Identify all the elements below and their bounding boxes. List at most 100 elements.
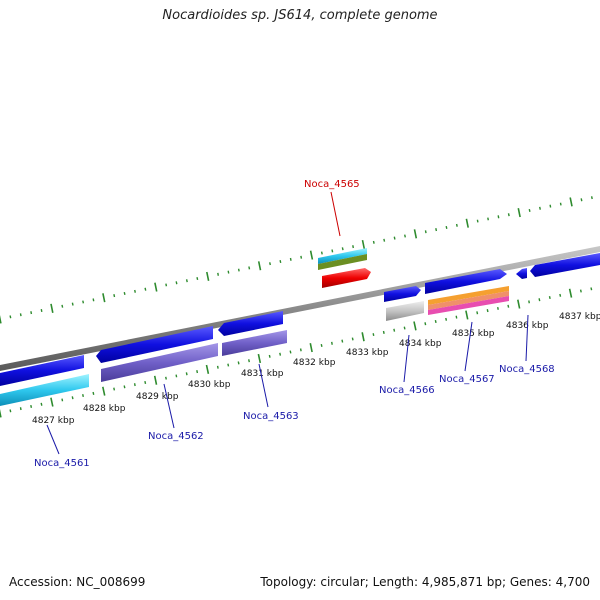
lower-minor-tick	[455, 315, 458, 319]
gene-label-noca-4563[interactable]: Noca_4563	[243, 411, 299, 422]
gene-label-noca-4567[interactable]: Noca_4567	[439, 374, 495, 385]
cds-4560[interactable]	[0, 355, 84, 386]
upper-minor-tick	[134, 289, 136, 293]
upper-minor-tick	[559, 202, 562, 206]
feature-noca-4565[interactable]	[318, 248, 371, 288]
cds-4568[interactable]	[516, 268, 527, 279]
gene-label-noca-4568[interactable]: Noca_4568	[499, 364, 555, 375]
upper-minor-tick	[227, 270, 230, 274]
upper-minor-tick	[580, 198, 583, 202]
upper-minor-tick	[40, 308, 43, 313]
lower-minor-tick	[372, 333, 375, 337]
lower-major-tick	[465, 310, 469, 320]
gene-label-noca-4561[interactable]: Noca_4561	[34, 458, 90, 469]
lower-minor-tick	[507, 304, 510, 308]
lower-minor-tick	[382, 330, 385, 334]
upper-major-tick	[569, 197, 573, 207]
band-peach	[428, 291, 509, 310]
feature-4567-stack[interactable]	[428, 286, 509, 315]
lower-minor-tick	[123, 385, 126, 389]
upper-minor-tick	[507, 213, 510, 217]
lower-minor-tick	[424, 322, 427, 326]
cds-4569[interactable]	[530, 253, 600, 277]
lower-minor-tick	[40, 402, 43, 406]
lower-major-tick	[102, 386, 106, 396]
gene-labels: Noca_4565 Noca_4561 Noca_4562 Noca_4563 …	[34, 179, 555, 469]
lower-minor-tick	[144, 380, 147, 385]
upper-minor-tick	[497, 215, 500, 219]
upper-major-tick	[0, 315, 2, 324]
leader-noca-4562	[163, 383, 175, 429]
leader-noca-4565	[330, 191, 341, 237]
lower-minor-tick	[30, 404, 33, 408]
cds-4566-reverse[interactable]	[386, 301, 424, 321]
scale-label-4829: 4829 kbp	[136, 392, 179, 402]
lower-minor-tick	[579, 289, 582, 293]
upper-minor-tick	[92, 298, 95, 302]
cds-4562[interactable]	[218, 311, 283, 336]
upper-minor-tick	[82, 300, 85, 304]
lower-minor-tick	[175, 374, 178, 378]
scale-label-4837: 4837 kbp	[559, 312, 600, 322]
scale-label-4832: 4832 kbp	[293, 358, 336, 368]
lower-major-tick	[361, 332, 365, 342]
lower-minor-tick	[268, 354, 271, 358]
lower-major-tick	[517, 299, 521, 309]
cds-4562-band[interactable]	[101, 343, 218, 382]
cds-4567[interactable]	[425, 269, 507, 294]
gene-label-noca-4565[interactable]: Noca_4565	[304, 179, 360, 190]
genome-summary-text: Topology: circular; Length: 4,985,871 bp…	[260, 575, 590, 589]
upper-minor-tick	[185, 279, 188, 283]
upper-major-tick	[154, 282, 158, 292]
lower-minor-tick	[403, 326, 406, 330]
upper-minor-tick	[487, 217, 489, 221]
lower-minor-tick	[248, 359, 250, 363]
lower-minor-tick	[341, 339, 344, 343]
leader-noca-4568	[525, 314, 529, 362]
upper-minor-tick	[372, 240, 375, 244]
scale-label-4833: 4833 kbp	[346, 348, 389, 358]
lower-minor-tick	[71, 396, 74, 400]
upper-major-tick	[465, 218, 469, 228]
upper-minor-tick	[237, 268, 240, 272]
upper-tick-row	[0, 196, 593, 324]
lower-minor-tick	[133, 383, 136, 387]
gene-label-noca-4562[interactable]: Noca_4562	[148, 431, 204, 442]
lower-minor-tick	[299, 348, 302, 352]
lower-minor-tick	[279, 352, 282, 356]
cds-4566[interactable]	[384, 286, 421, 302]
upper-minor-tick	[455, 223, 458, 227]
cds-4563-band[interactable]	[222, 330, 287, 356]
lower-minor-tick	[113, 387, 116, 391]
upper-minor-tick	[217, 272, 219, 276]
lower-minor-tick	[559, 293, 562, 297]
lower-minor-tick	[393, 328, 396, 332]
scale-label-4827: 4827 kbp	[32, 416, 75, 426]
cds-4560-reverse[interactable]	[0, 374, 89, 406]
lower-minor-tick	[320, 343, 323, 347]
lower-minor-tick	[486, 309, 489, 313]
lower-minor-tick	[548, 296, 551, 300]
noca-4565-gene[interactable]	[322, 268, 371, 288]
cds-4561[interactable]	[96, 326, 213, 363]
lower-major-tick	[309, 343, 313, 353]
leader-noca-4566	[403, 334, 410, 383]
upper-minor-tick	[71, 302, 74, 306]
lower-minor-tick	[528, 300, 530, 304]
noca-4565-cyan-band	[318, 248, 367, 264]
lower-minor-tick	[216, 365, 219, 369]
lower-minor-tick	[434, 319, 437, 324]
lower-minor-tick	[92, 391, 95, 395]
upper-minor-tick	[424, 230, 427, 234]
upper-major-tick	[309, 250, 314, 260]
upper-major-tick	[102, 293, 106, 303]
lower-minor-tick	[9, 409, 12, 413]
upper-minor-tick	[30, 311, 33, 315]
lower-major-tick	[413, 321, 417, 331]
gene-label-noca-4566[interactable]: Noca_4566	[379, 385, 435, 396]
lower-minor-tick	[289, 350, 292, 354]
lower-minor-tick	[331, 341, 333, 345]
upper-minor-tick	[61, 304, 64, 308]
upper-minor-tick	[528, 208, 531, 212]
